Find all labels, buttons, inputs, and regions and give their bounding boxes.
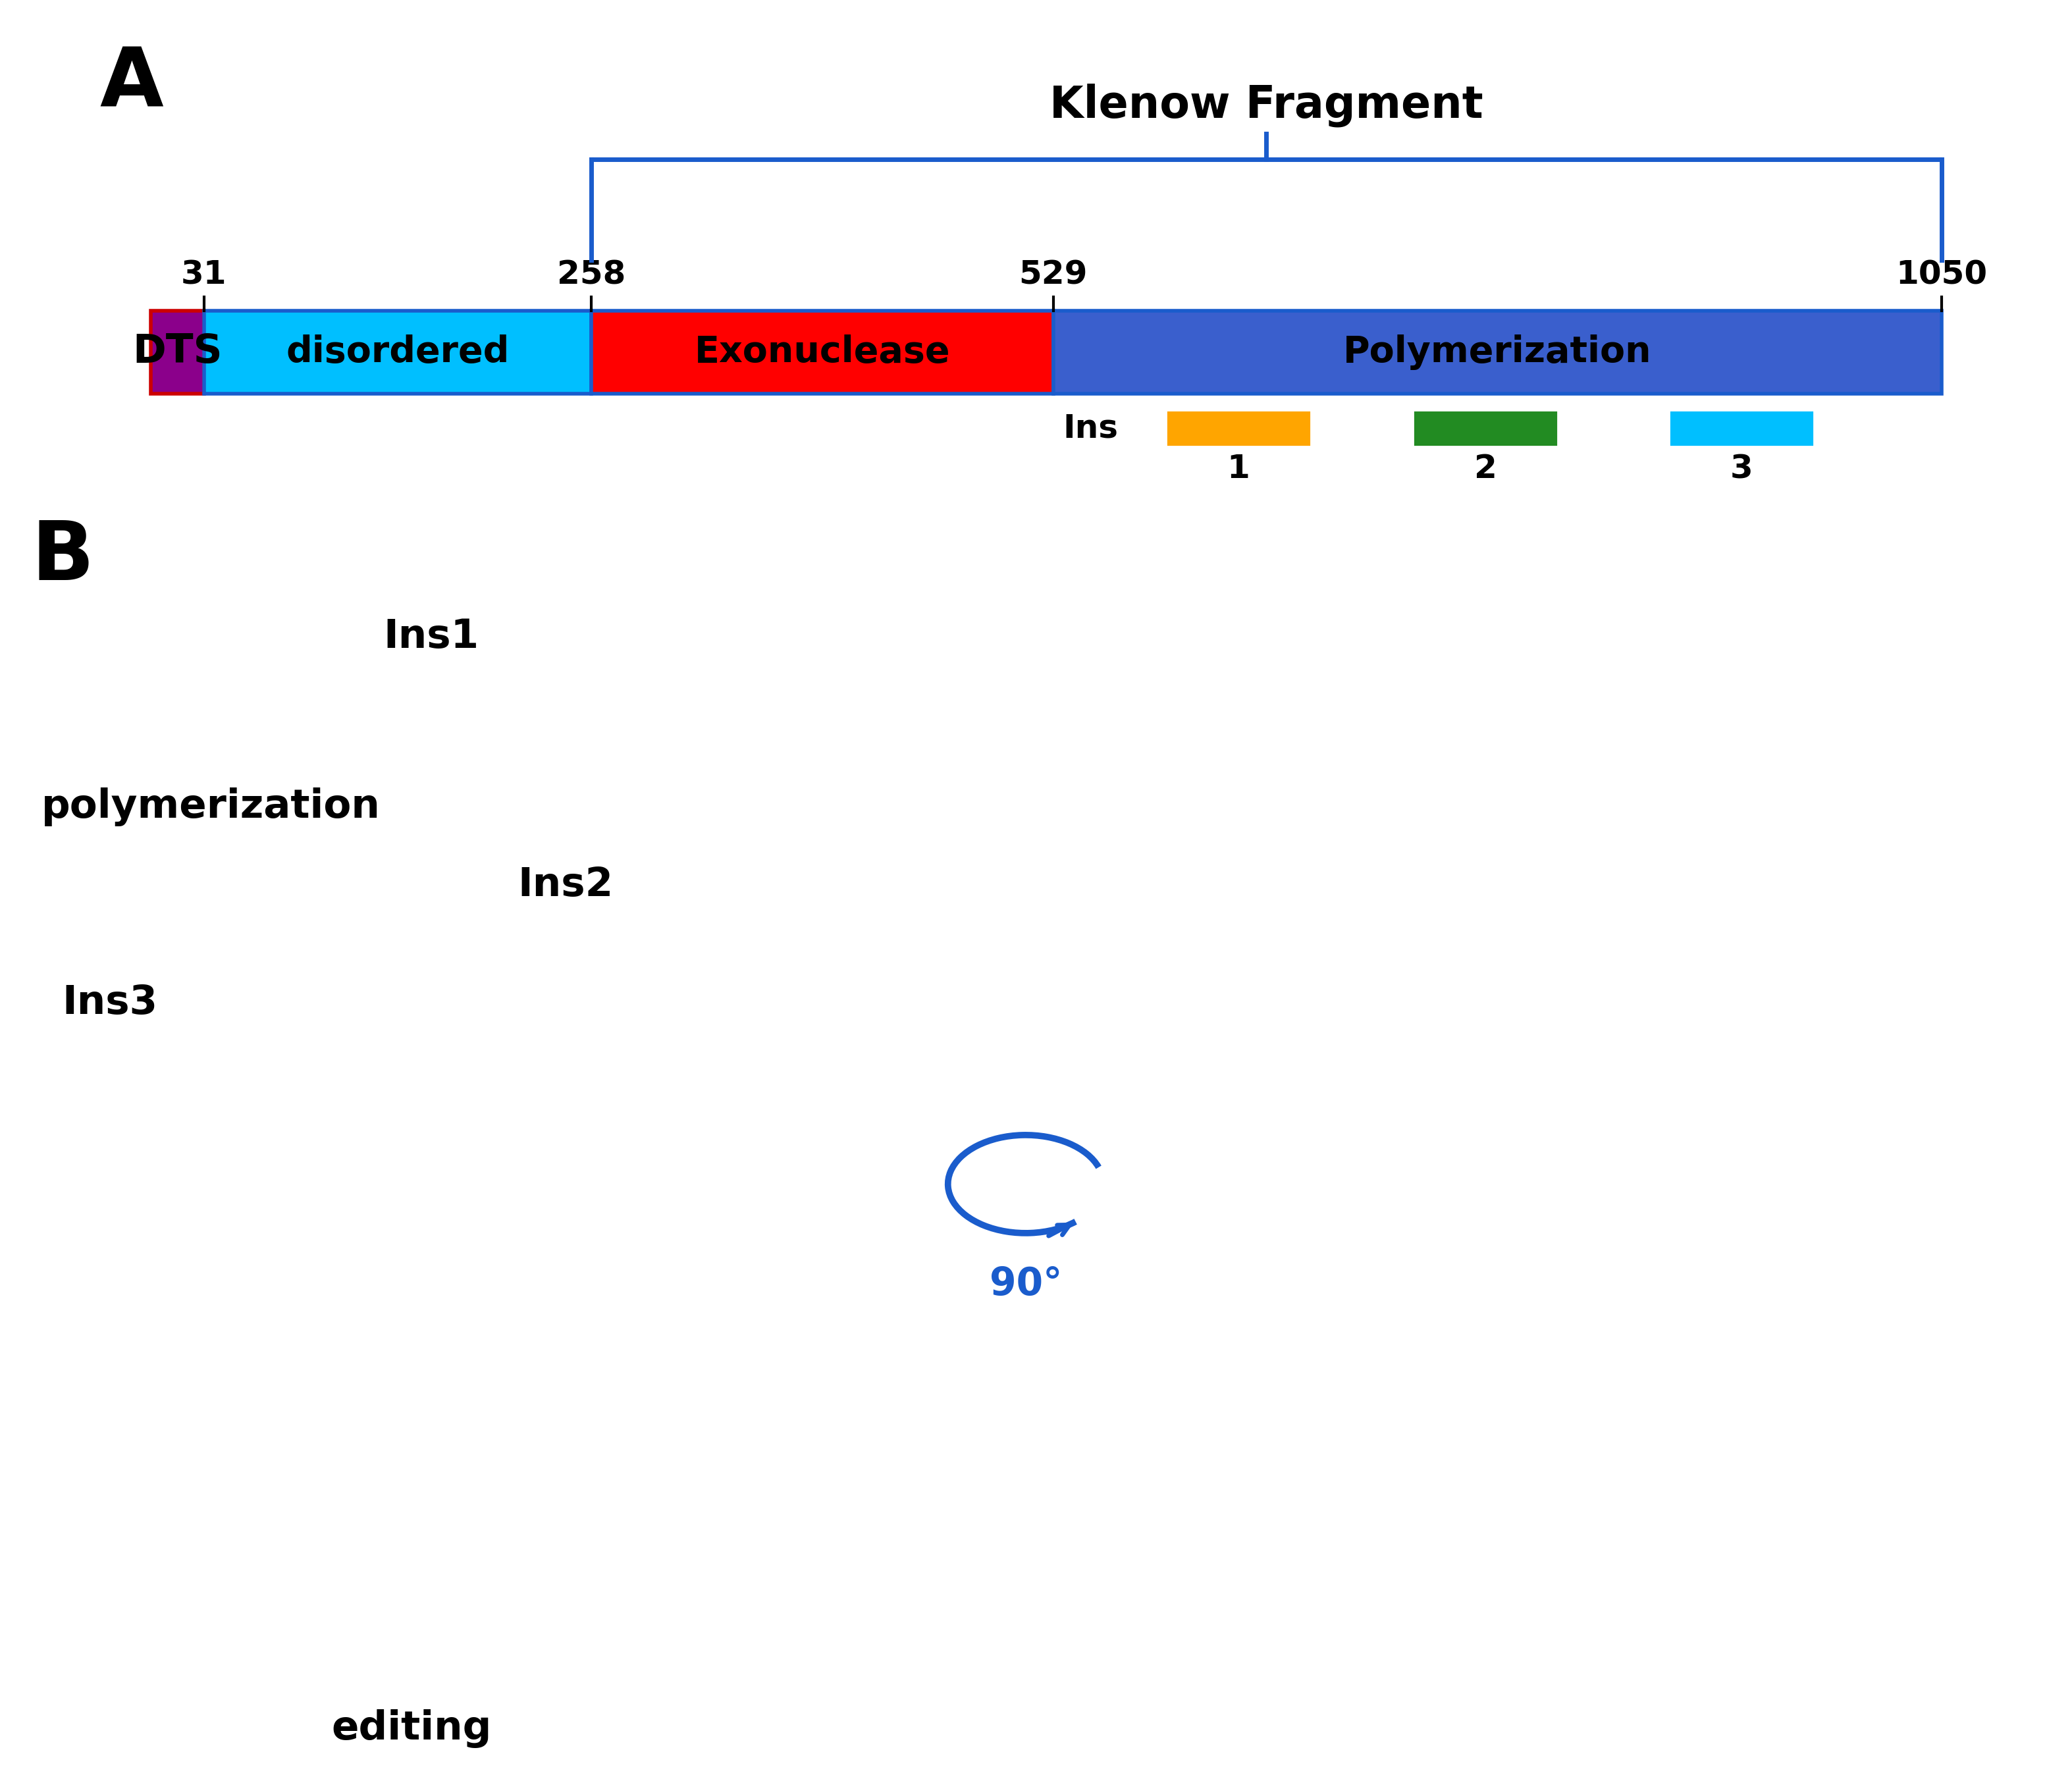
Text: 529: 529 xyxy=(1019,260,1088,290)
Text: Ins2: Ins2 xyxy=(518,866,613,906)
Text: 3: 3 xyxy=(1730,454,1753,484)
Text: Ins3: Ins3 xyxy=(62,984,157,1023)
Text: polymerization: polymerization xyxy=(41,788,381,827)
Text: Exonuclease: Exonuclease xyxy=(694,334,949,370)
Text: disordered: disordered xyxy=(286,334,510,370)
Text: editing: editing xyxy=(332,1710,491,1749)
Text: Ins1: Ins1 xyxy=(383,617,479,656)
Text: 90°: 90° xyxy=(988,1265,1063,1302)
FancyBboxPatch shape xyxy=(1167,409,1312,447)
FancyBboxPatch shape xyxy=(591,311,1053,393)
Text: B: B xyxy=(31,518,93,598)
Text: 258: 258 xyxy=(557,260,626,290)
FancyBboxPatch shape xyxy=(1053,311,1941,393)
FancyBboxPatch shape xyxy=(203,311,591,393)
Text: 2: 2 xyxy=(1473,454,1496,484)
FancyBboxPatch shape xyxy=(151,311,203,393)
Text: Klenow Fragment: Klenow Fragment xyxy=(1051,84,1484,128)
FancyBboxPatch shape xyxy=(1668,409,1813,447)
Text: Ins: Ins xyxy=(1063,413,1119,445)
Text: 1: 1 xyxy=(1227,454,1249,484)
Text: 1050: 1050 xyxy=(1896,260,1987,290)
Text: A: A xyxy=(99,44,164,125)
Text: Polymerization: Polymerization xyxy=(1343,334,1651,370)
FancyBboxPatch shape xyxy=(1413,409,1558,447)
Text: 31: 31 xyxy=(180,260,226,290)
Text: DTS: DTS xyxy=(133,333,222,372)
